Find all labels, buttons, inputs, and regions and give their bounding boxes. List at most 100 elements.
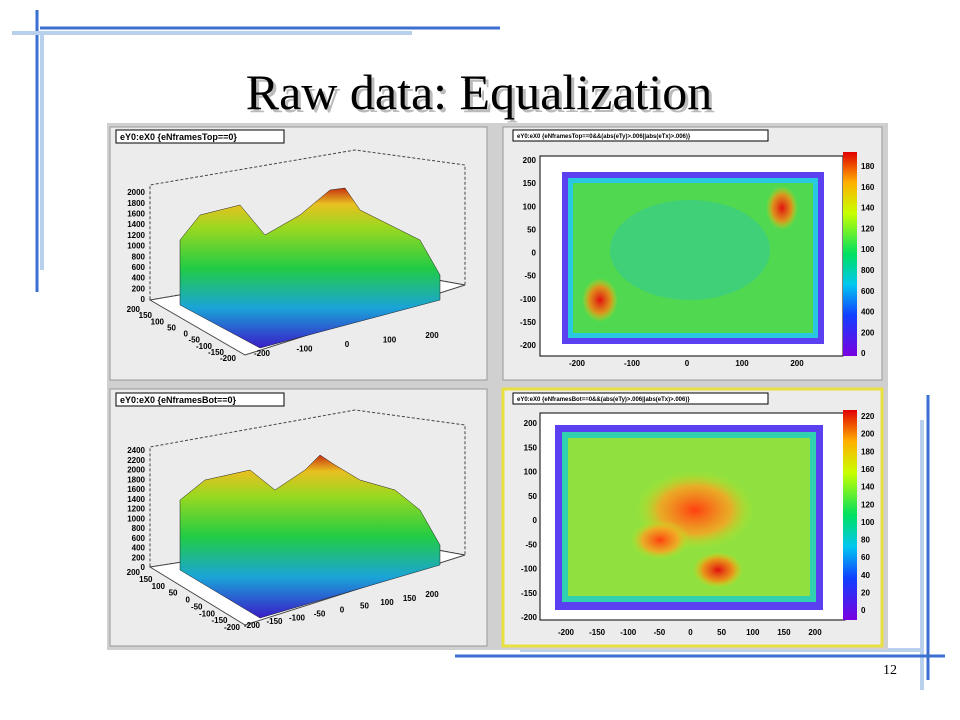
z-tick-label: 800 <box>132 252 146 261</box>
panel-title-box <box>115 129 285 144</box>
z-tick-label: 800 <box>132 524 146 533</box>
z-tick-label: 2400 <box>127 446 145 455</box>
z-tick-label: 140 <box>861 483 875 492</box>
panel-title: eY0:eX0 {eNframesTop==0&&(abs(eTy)>.006|… <box>517 134 691 140</box>
x-tick-label: -100 <box>296 345 313 354</box>
panel-title-box <box>512 392 769 405</box>
panel-title: eY0:eX0 {eNframesBot==0&&(abs(eTy)>.006|… <box>517 397 690 403</box>
y-tick-label: 0 <box>186 596 191 605</box>
z-tick-label: 200 <box>132 553 146 562</box>
z-tick-label: 200 <box>861 430 875 439</box>
y-tick-label: 100 <box>151 317 165 326</box>
x-tick-label: -200 <box>254 349 271 358</box>
heatmap <box>539 410 857 621</box>
z-tick-label: 800 <box>861 266 875 275</box>
y-tick-label: -200 <box>520 341 537 350</box>
x-tick-label: 0 <box>340 606 345 615</box>
z-tick-label: 1000 <box>127 242 145 251</box>
x-tick-label: 100 <box>380 598 394 607</box>
z-tick-label: 200 <box>861 328 875 337</box>
x-tick-label: 200 <box>425 590 439 599</box>
page-number: 12 <box>883 663 897 678</box>
x-tick-label: 100 <box>735 359 749 368</box>
y-tick-label: -100 <box>196 342 213 351</box>
x-tick-label: 150 <box>777 628 791 637</box>
y-tick-label: 0 <box>533 516 538 525</box>
z-tick-label: 120 <box>861 224 875 233</box>
y-tick-label: -100 <box>521 565 538 574</box>
x-tick-label: 0 <box>685 359 690 368</box>
z-tick-label: 200 <box>132 284 146 293</box>
y-tick-label: -200 <box>224 623 241 632</box>
z-tick-label: 2000 <box>127 466 145 475</box>
x-tick-label: -200 <box>244 621 261 630</box>
y-tick-label: 150 <box>524 443 538 452</box>
y-tick-label: -200 <box>521 613 538 622</box>
y-tick-label: 0 <box>532 249 537 258</box>
y-tick-label: 200 <box>127 305 141 314</box>
y-tick-label: -100 <box>520 295 537 304</box>
heatmap <box>539 152 857 357</box>
y-tick-label: -150 <box>520 318 537 327</box>
y-tick-label: -50 <box>525 540 537 549</box>
z-tick-label: 0 <box>141 295 146 304</box>
z-tick-label: 0 <box>861 349 866 358</box>
z-tick-label: 20 <box>861 588 870 597</box>
x-tick-label: -100 <box>289 613 306 622</box>
x-tick-label: 100 <box>383 336 397 345</box>
title-shadow: Raw data: Equalization <box>249 67 716 123</box>
panel-title: eY0:eX0 {eNframesBot==0} <box>120 395 237 405</box>
z-tick-label: 180 <box>861 447 875 456</box>
y-tick-label: 50 <box>169 589 178 598</box>
y-tick-label: 100 <box>152 582 166 591</box>
z-tick-label: 220 <box>861 412 875 421</box>
z-tick-label: 160 <box>861 183 875 192</box>
x-tick-label: 50 <box>717 628 726 637</box>
z-tick-label: 80 <box>861 536 870 545</box>
z-tick-label: 1200 <box>127 231 145 240</box>
z-tick-label: 1800 <box>127 199 145 208</box>
x-tick-label: -200 <box>558 628 575 637</box>
y-tick-label: 50 <box>528 492 537 501</box>
z-tick-label: 1000 <box>127 514 145 523</box>
x-tick-label: -50 <box>314 609 326 618</box>
y-tick-label: -200 <box>220 354 237 363</box>
z-tick-label: 1600 <box>127 485 145 494</box>
z-tick-label: 600 <box>861 287 875 296</box>
z-tick-label: 1400 <box>127 495 145 504</box>
y-tick-label: 100 <box>523 202 537 211</box>
z-tick-label: 0 <box>861 606 866 615</box>
x-tick-label: -100 <box>624 359 641 368</box>
panel-title-box <box>512 129 769 142</box>
z-tick-label: 2000 <box>127 188 145 197</box>
z-tick-label: 100 <box>861 245 875 254</box>
y-tick-label: -150 <box>521 589 538 598</box>
z-tick-label: 1400 <box>127 220 145 229</box>
x-tick-label: 0 <box>688 628 693 637</box>
x-tick-label: 200 <box>808 628 822 637</box>
lego-plot <box>148 149 466 356</box>
y-tick-label: 150 <box>139 311 153 320</box>
y-tick-label: 150 <box>523 179 537 188</box>
x-tick-label: -150 <box>589 628 606 637</box>
y-tick-label: -50 <box>188 336 200 345</box>
y-tick-label: 100 <box>524 468 538 477</box>
z-tick-label: 1800 <box>127 475 145 484</box>
z-tick-label: 100 <box>861 518 875 527</box>
x-tick-label: -100 <box>620 628 637 637</box>
z-tick-label: 400 <box>861 308 875 317</box>
z-tick-label: 180 <box>861 162 875 171</box>
y-tick-label: -50 <box>524 272 536 281</box>
slide-title: Raw data: Equalization <box>246 64 713 120</box>
y-tick-label: 200 <box>524 419 538 428</box>
z-tick-label: 2200 <box>127 456 145 465</box>
panel-title: eY0:eX0 {eNframesTop==0} <box>120 132 237 142</box>
x-tick-label: -200 <box>569 359 586 368</box>
x-tick-label: 150 <box>403 594 417 603</box>
y-tick-label: 200 <box>127 568 141 577</box>
y-tick-label: -150 <box>211 616 228 625</box>
z-tick-label: 1200 <box>127 505 145 514</box>
z-tick-label: 160 <box>861 465 875 474</box>
